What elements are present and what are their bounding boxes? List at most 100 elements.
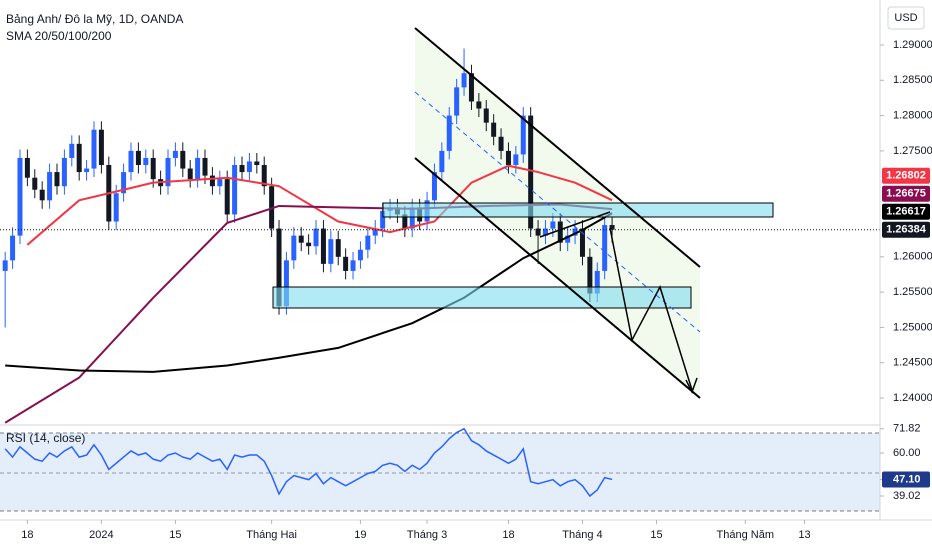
candle-body	[69, 143, 75, 158]
candle-body	[343, 256, 349, 271]
candle-body	[520, 115, 526, 155]
y-tick-label: 1.27500	[893, 145, 932, 157]
candle-body	[579, 228, 585, 257]
candle-body	[165, 157, 171, 187]
candle-body	[17, 157, 23, 236]
candle-body	[10, 235, 16, 261]
candle-body	[54, 172, 60, 187]
y-tick-label: 1.29000	[893, 39, 932, 51]
y-tick-label: 1.25500	[893, 286, 932, 298]
support-zone	[272, 286, 692, 309]
candle-body	[91, 129, 97, 169]
candle-body	[491, 122, 497, 137]
price-label: 1.26675	[886, 188, 926, 200]
candle-body	[276, 228, 282, 307]
candle-body	[224, 179, 230, 215]
candle-body	[150, 157, 156, 180]
candle-body	[298, 235, 304, 243]
candle-body	[113, 193, 119, 222]
price-label: 1.26384	[886, 224, 927, 236]
candle-body	[98, 129, 104, 166]
candle-body	[261, 165, 267, 187]
candle-body	[291, 235, 297, 261]
candle-body	[335, 239, 341, 257]
candle-body	[143, 157, 149, 166]
candle-body	[483, 108, 489, 123]
candle-body	[328, 239, 334, 264]
candle-body	[32, 177, 38, 190]
candle-body	[239, 165, 245, 173]
candle-body	[513, 154, 519, 166]
price-label-box	[882, 221, 930, 238]
x-tick-label: 18	[21, 529, 33, 541]
candle-body	[402, 214, 408, 229]
moving-average	[5, 212, 613, 373]
indicator-label: SMA 20/50/100/200	[6, 29, 112, 43]
x-tick-label: 18	[502, 529, 514, 541]
candle-body	[587, 256, 593, 294]
price-label-box	[882, 185, 930, 202]
candle-body	[24, 157, 30, 178]
moving-average	[26, 164, 613, 246]
candle-body	[594, 270, 600, 294]
y-tick-label: 1.26000	[893, 251, 932, 263]
candle-body	[320, 228, 326, 264]
candle-body	[542, 228, 548, 236]
candle-body	[409, 207, 415, 229]
candle-body	[283, 260, 289, 307]
y-tick-label: 71.82	[893, 423, 921, 435]
candle-body	[454, 87, 460, 116]
candle-body	[505, 150, 511, 166]
candle-body	[372, 228, 378, 236]
arrow-head	[685, 377, 698, 394]
candle-body	[172, 150, 178, 158]
trend-line	[539, 211, 611, 238]
candle-body	[76, 143, 82, 173]
candle-body	[439, 150, 445, 173]
y-tick-highlight	[882, 471, 930, 488]
candle-body	[128, 150, 134, 173]
x-tick-label: 19	[354, 529, 366, 541]
y-tick-label: 1.28500	[893, 74, 932, 86]
candle-body	[306, 242, 312, 247]
price-axis-bg	[880, 0, 932, 550]
candle-body	[498, 136, 504, 151]
candle-body	[365, 235, 371, 250]
rsi-line	[4, 427, 613, 498]
candle-body	[61, 157, 67, 187]
candle-body	[535, 228, 541, 236]
channel-mid	[414, 91, 701, 333]
y-tick-label: 60.00	[893, 447, 921, 459]
price-label: 1.26617	[886, 206, 926, 218]
currency-box[interactable]	[887, 6, 925, 30]
candle-body	[232, 165, 238, 215]
y-tick-label: 39.02	[893, 490, 921, 502]
price-label-box	[882, 167, 930, 184]
y-tick-label: 47.10	[893, 473, 921, 485]
candle-body	[528, 115, 534, 229]
y-tick-label: 1.25000	[893, 321, 932, 333]
candle-body	[357, 249, 363, 261]
y-tick-label: 1.24500	[893, 357, 932, 369]
x-tick-label: 13	[798, 529, 810, 541]
rsi-band	[0, 433, 880, 511]
candle-body	[550, 221, 556, 229]
x-tick-label: 15	[169, 529, 181, 541]
x-tick-label: Tháng Năm	[717, 529, 774, 541]
channel-upper	[414, 27, 701, 268]
candle-body	[557, 221, 563, 243]
candle-body	[350, 260, 356, 271]
x-tick-label: Tháng 3	[407, 529, 447, 541]
candle-body	[468, 73, 474, 102]
candle-body	[202, 157, 208, 176]
x-tick-label: 2024	[89, 529, 113, 541]
resistance-zone	[382, 202, 774, 218]
candle-body	[565, 235, 571, 243]
candle-body	[609, 225, 615, 230]
y-tick-label: 1.24000	[893, 392, 932, 404]
candle-body	[313, 228, 319, 247]
price-label: 1.26802	[886, 170, 926, 182]
candle-body	[572, 228, 578, 236]
chart-title: Bảng Anh/ Đô la Mỹ, 1D, OANDA	[6, 12, 183, 26]
